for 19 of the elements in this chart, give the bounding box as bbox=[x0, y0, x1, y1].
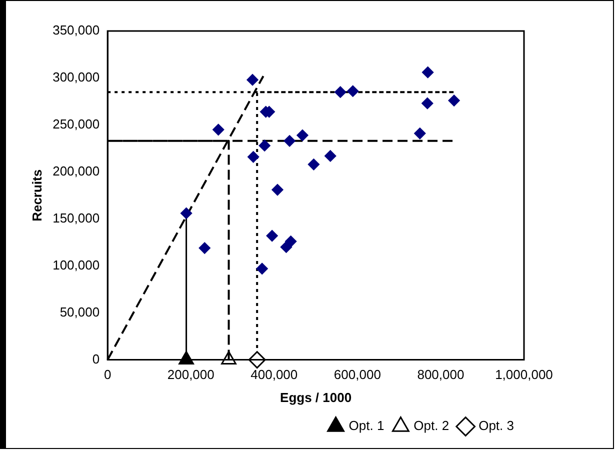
y-tick-label: 350,000 bbox=[52, 22, 100, 38]
x-tick-label: 600,000 bbox=[334, 367, 381, 382]
y-tick-label: 150,000 bbox=[52, 210, 100, 226]
y-axis-title: Recruits bbox=[29, 169, 44, 222]
y-tick-label: 100,000 bbox=[52, 257, 100, 272]
y-tick-label: 200,000 bbox=[52, 163, 100, 178]
y-tick-label: 300,000 bbox=[52, 70, 100, 85]
x-tick-label: 400,000 bbox=[250, 367, 298, 382]
y-tick-label: 0 bbox=[92, 351, 100, 366]
y-tick-label: 250,000 bbox=[52, 116, 100, 132]
legend-label: Opt. 3 bbox=[478, 418, 514, 434]
legend-label: Opt. 2 bbox=[414, 418, 450, 434]
y-tick-label: 50,000 bbox=[60, 304, 100, 320]
x-tick-label: 1,000,000 bbox=[495, 367, 553, 382]
x-tick-label: 800,000 bbox=[417, 367, 464, 382]
x-tick-label: 0 bbox=[104, 367, 112, 382]
legend-label: Opt. 1 bbox=[348, 418, 384, 434]
x-tick-label: 200,000 bbox=[167, 367, 214, 382]
x-axis-title: Eggs / 1000 bbox=[280, 390, 352, 405]
